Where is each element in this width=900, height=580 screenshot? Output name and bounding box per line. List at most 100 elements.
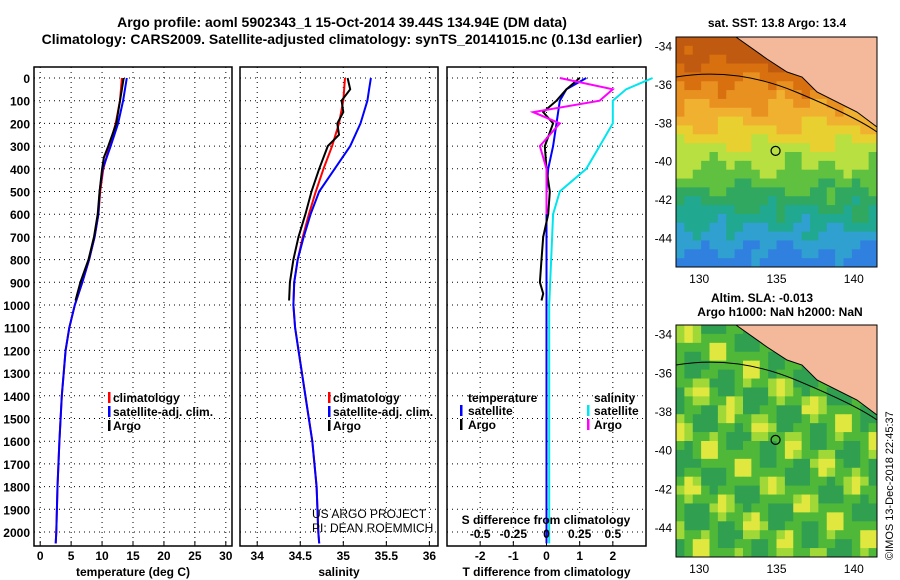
map-cell — [717, 107, 727, 118]
map-cell — [701, 90, 710, 100]
legend-swatch — [108, 406, 111, 417]
map-cell — [843, 476, 853, 487]
map-cell — [734, 342, 744, 353]
map-cell — [826, 213, 836, 224]
map-cell — [701, 222, 710, 233]
map-cell — [868, 187, 878, 197]
map-cell — [784, 521, 794, 531]
map-cell — [726, 325, 736, 335]
map-cell — [709, 485, 719, 496]
map-cell — [676, 90, 685, 100]
map-cell — [701, 405, 710, 415]
map-cell — [843, 530, 853, 540]
map-cell — [851, 548, 861, 558]
map-cell — [826, 187, 836, 197]
map-cell — [726, 205, 736, 215]
map-cell — [784, 503, 794, 513]
map-cell — [684, 539, 694, 549]
map-cell — [784, 476, 794, 487]
map-cell — [868, 196, 878, 206]
panel-1: 0 5 10 15 20 25 30 temperature (deg C) 0 100 200 30… — [3, 66, 233, 579]
y-tick-label: 900 — [10, 276, 30, 290]
map-cell — [734, 369, 744, 380]
map-cell — [717, 240, 727, 250]
map-cell — [784, 90, 794, 100]
map-cell — [860, 467, 870, 478]
map-cell — [818, 503, 828, 513]
map-cell — [684, 476, 694, 487]
map-cell — [726, 405, 736, 415]
figure-title: Argo profile: aoml 5902343_1 15-Oct-2014… — [117, 14, 567, 30]
map-cell — [734, 405, 744, 415]
map-cell — [784, 222, 794, 233]
map-frame — [675, 36, 878, 268]
map-cell — [826, 476, 836, 487]
map-cell — [868, 423, 878, 433]
map-cell — [768, 178, 777, 188]
map-cell — [868, 240, 878, 250]
map-cell — [759, 134, 769, 144]
map-cell — [709, 63, 719, 73]
map-cell — [768, 196, 777, 206]
map-cell — [734, 178, 744, 188]
map-cell — [751, 81, 761, 91]
map-cell — [684, 205, 694, 215]
map-cell — [776, 539, 786, 549]
map-cell — [743, 90, 752, 100]
map-cell — [717, 125, 727, 135]
map-cell — [717, 333, 727, 344]
map-cell — [860, 240, 870, 250]
map-cell — [743, 458, 752, 469]
map-cell — [709, 449, 719, 460]
map-cell — [676, 187, 685, 197]
map-cell — [784, 205, 794, 215]
map-cell — [818, 441, 828, 451]
map-cell — [784, 116, 794, 126]
map-cell — [818, 160, 828, 171]
map-cell — [784, 72, 794, 82]
map-cell — [776, 458, 786, 469]
map-cell — [709, 205, 719, 215]
map-cell — [818, 476, 828, 487]
map-cell — [759, 449, 769, 460]
map-cell — [684, 45, 694, 56]
map-cell — [818, 458, 828, 469]
map-cell — [784, 240, 794, 250]
map-cell — [676, 387, 685, 397]
map-cell — [726, 231, 736, 241]
map-cell — [868, 222, 878, 233]
map-cell — [851, 449, 861, 460]
map-cell — [692, 414, 702, 424]
map-cell — [692, 405, 702, 415]
map-cell — [818, 423, 828, 433]
map-cell — [768, 396, 777, 406]
depth-contour — [675, 73, 878, 133]
map-cell — [793, 72, 803, 82]
map-cell — [734, 37, 744, 47]
map-cell — [810, 143, 819, 153]
map-cell — [826, 231, 836, 241]
map-cell — [709, 521, 719, 531]
map-cell — [810, 378, 819, 388]
map-cell — [851, 539, 861, 549]
map-cell — [734, 54, 744, 65]
map-cell — [835, 187, 844, 197]
y-tick-label: 200 — [10, 117, 30, 131]
map-cell — [818, 405, 828, 415]
legend-title-temperature: temperature — [468, 391, 538, 405]
map-cell — [835, 134, 844, 144]
map-cell — [860, 143, 870, 153]
map-cell — [818, 432, 828, 442]
legend-swatch — [460, 419, 463, 430]
map-cell — [818, 258, 828, 268]
map-cell — [801, 494, 811, 504]
map-cell — [826, 485, 836, 496]
map-cell — [709, 90, 719, 100]
map-cell — [793, 521, 803, 531]
map-cell — [743, 249, 752, 259]
map-cell — [717, 37, 727, 47]
map-cell — [835, 521, 844, 531]
map-cell — [776, 405, 786, 415]
map-cell — [810, 116, 819, 126]
map-cell — [692, 90, 702, 100]
